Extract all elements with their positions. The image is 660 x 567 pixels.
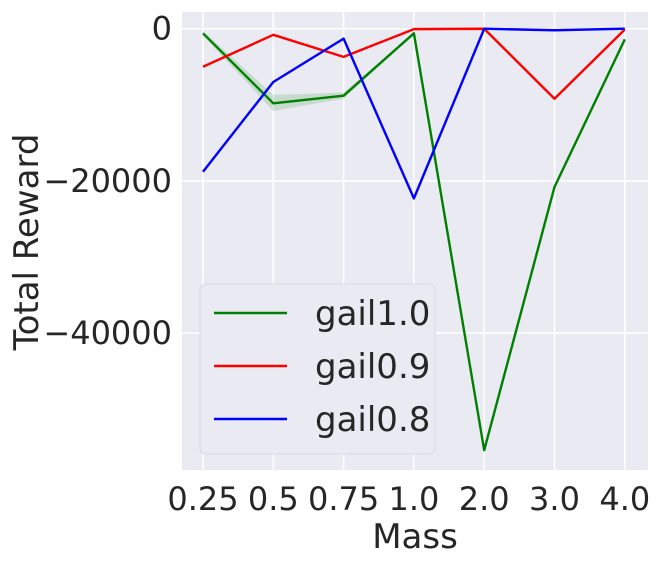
x-tick-label: 2.0 [459,480,510,518]
series-lines [202,27,626,452]
y-axis-title: Total Reward [7,134,47,352]
legend-label-gail0.8: gail0.8 [315,400,430,440]
legend-label-gail0.9: gail0.9 [315,347,430,387]
legend: gail1.0 gail0.9 gail0.8 [199,283,436,455]
y-tick-labels: 0 −20000 −40000 [43,10,172,352]
x-tick-label: 4.0 [599,480,650,518]
y-tick-label: 0 [152,10,172,48]
y-tick-label: −40000 [43,314,172,352]
x-tick-label: 0.75 [308,480,379,518]
x-tick-label: 1.0 [388,480,439,518]
legend-label-gail1.0: gail1.0 [315,294,430,334]
y-tick-label: −20000 [43,162,172,200]
band-gail1.0 [203,31,625,451]
series-line-gail0.8 [202,27,625,200]
series-line-gail1.0 [202,32,626,452]
x-axis-title: Mass [372,517,458,557]
x-tick-label: 3.0 [529,480,580,518]
legend-box [199,283,436,455]
x-tick-label: 0.25 [167,480,238,518]
series-line-gail0.9 [202,27,626,100]
x-tick-label: 0.5 [248,480,299,518]
x-tick-labels: 0.25 0.5 0.75 1.0 2.0 3.0 4.0 [167,480,650,518]
confidence-bands [203,31,625,451]
